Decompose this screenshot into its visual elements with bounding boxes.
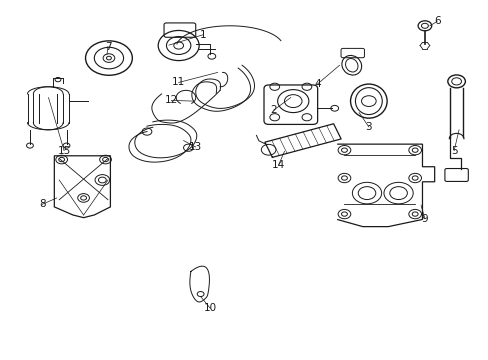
Text: 3: 3: [365, 122, 371, 132]
Text: 7: 7: [104, 42, 111, 51]
Text: 5: 5: [450, 145, 457, 156]
Circle shape: [421, 23, 427, 28]
Text: 10: 10: [203, 303, 217, 314]
Circle shape: [106, 56, 111, 60]
Text: 8: 8: [39, 199, 45, 210]
Text: 12: 12: [164, 95, 178, 105]
Text: 9: 9: [421, 214, 427, 224]
Text: 1: 1: [199, 30, 206, 40]
Text: 11: 11: [172, 77, 185, 87]
Text: 13: 13: [189, 142, 202, 152]
Text: 14: 14: [271, 160, 285, 170]
Text: 15: 15: [58, 145, 71, 156]
Text: 4: 4: [314, 79, 320, 89]
Text: 6: 6: [433, 17, 440, 27]
Text: 2: 2: [270, 105, 277, 115]
